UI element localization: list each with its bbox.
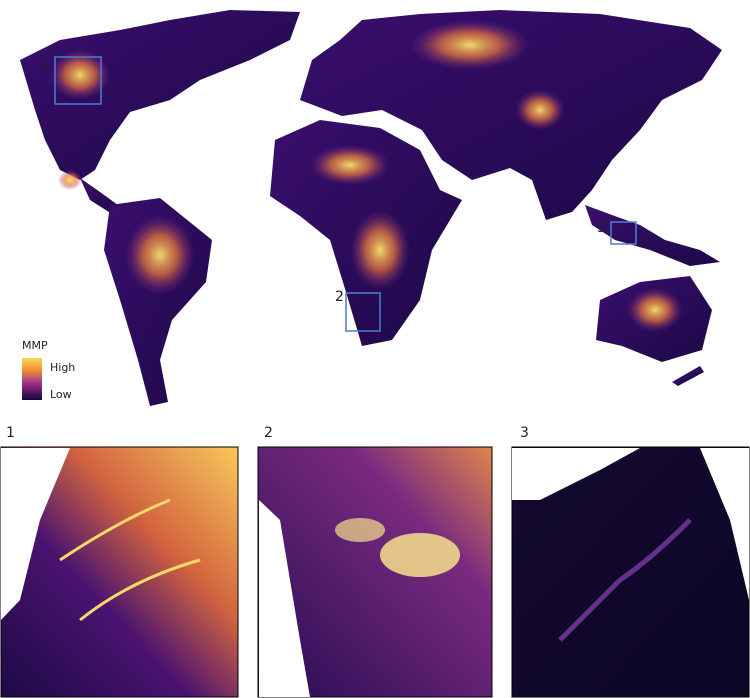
ocean xyxy=(700,448,749,600)
legend: MMP High Low xyxy=(22,339,75,401)
inset-label: 1 xyxy=(6,425,15,441)
ocean xyxy=(259,500,310,697)
high-corridor xyxy=(59,498,201,622)
corridor xyxy=(558,518,692,642)
legend-high: High xyxy=(50,361,75,374)
inset-2: 2 xyxy=(257,425,493,698)
high-patch xyxy=(380,533,460,577)
hotspot xyxy=(50,50,110,100)
hotspot xyxy=(310,145,390,185)
hotspot xyxy=(410,20,530,70)
hotspot xyxy=(58,170,82,190)
ocean xyxy=(1,448,70,620)
indonesia xyxy=(585,205,720,266)
inset-panel xyxy=(257,446,493,698)
inset-1: 1 xyxy=(0,425,239,698)
hotspot xyxy=(515,90,565,130)
hotspot xyxy=(350,210,410,290)
region-box xyxy=(54,56,102,105)
hotspot xyxy=(125,215,195,295)
inset-label: 2 xyxy=(264,425,273,441)
inset-label: 3 xyxy=(520,425,529,441)
region-marker: 3 xyxy=(597,220,606,236)
eurasia xyxy=(300,10,722,220)
inset-3: 3 xyxy=(511,425,750,698)
ocean xyxy=(512,448,640,500)
new-zealand xyxy=(672,366,704,386)
region-box xyxy=(345,292,381,332)
region-marker: 2 xyxy=(335,289,344,305)
world-map xyxy=(20,10,722,406)
legend-title: MMP xyxy=(22,339,48,352)
high-patch xyxy=(335,518,385,542)
legend-colorbar xyxy=(22,358,42,400)
region-marker: 1 xyxy=(40,58,49,74)
hotspot xyxy=(627,288,683,332)
region-box xyxy=(610,221,637,245)
legend-low: Low xyxy=(50,388,72,401)
